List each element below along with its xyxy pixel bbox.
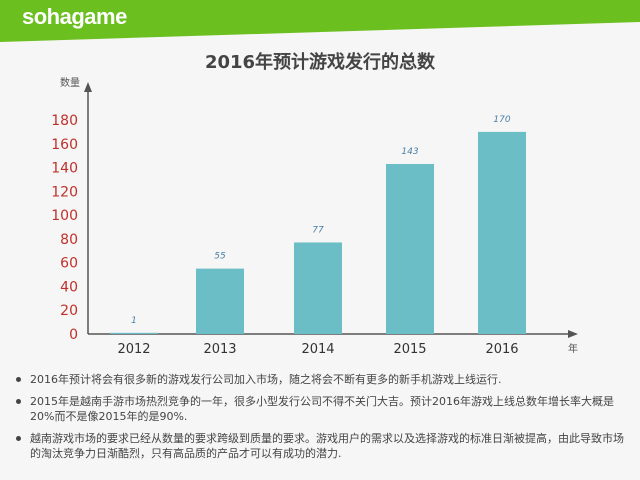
value-label: 143	[401, 147, 418, 157]
bar-chart: 数量年 0 20 40 60 80 100 120 140 160 180 1 2012 55 2013 77…	[51, 76, 578, 357]
bar	[386, 163, 434, 334]
notes-list: 2016年预计将会有很多新的游戏发行公司加入市场，随之将会不断有更多的新手机游戏…	[14, 372, 632, 468]
note-item: 越南游戏市场的要求已经从数量的要求跨级到质量的要求。游戏用户的需求以及选择游戏的…	[14, 431, 632, 461]
value-label: 1	[131, 316, 137, 326]
bar	[478, 131, 526, 334]
y-tick-label: 100	[51, 208, 78, 224]
value-label: 170	[493, 115, 510, 125]
x-axis-label: 年	[568, 342, 578, 355]
y-tick-label: 120	[51, 184, 78, 200]
x-axis-arrow	[568, 330, 578, 338]
y-tick-label: 140	[51, 161, 78, 177]
brand-logo: sohagame	[22, 4, 127, 29]
bar	[294, 242, 342, 334]
x-tick-label: 2014	[301, 342, 334, 357]
note-item: 2016年预计将会有很多新的游戏发行公司加入市场，随之将会不断有更多的新手机游戏…	[14, 372, 632, 387]
x-tick-label: 2012	[117, 342, 150, 357]
x-tick-label: 2015	[393, 342, 426, 357]
y-axis-label: 数量	[60, 76, 80, 89]
x-tick-label: 2016	[485, 342, 518, 357]
header-banner: sohagame	[0, 0, 640, 42]
y-tick-label: 80	[60, 232, 78, 248]
header-background	[0, 0, 640, 42]
y-tick-label: 180	[51, 113, 78, 129]
y-tick-label: 20	[60, 303, 78, 319]
bar	[196, 268, 244, 334]
y-tick-label: 0	[69, 327, 78, 343]
x-tick-label: 2013	[203, 342, 236, 357]
chart-title: 2016年预计游戏发行的总数	[204, 52, 436, 73]
y-tick-label: 40	[60, 279, 78, 295]
bar	[110, 332, 158, 334]
y-tick-label: 160	[51, 137, 78, 153]
value-label: 55	[214, 252, 226, 262]
note-item: 2015年是越南手游市场热烈竞争的一年，很多小型发行公司不得不关门大吉。预计20…	[14, 394, 632, 424]
y-axis-arrow	[84, 82, 92, 92]
y-tick-label: 60	[60, 256, 78, 272]
value-label: 77	[312, 225, 324, 235]
